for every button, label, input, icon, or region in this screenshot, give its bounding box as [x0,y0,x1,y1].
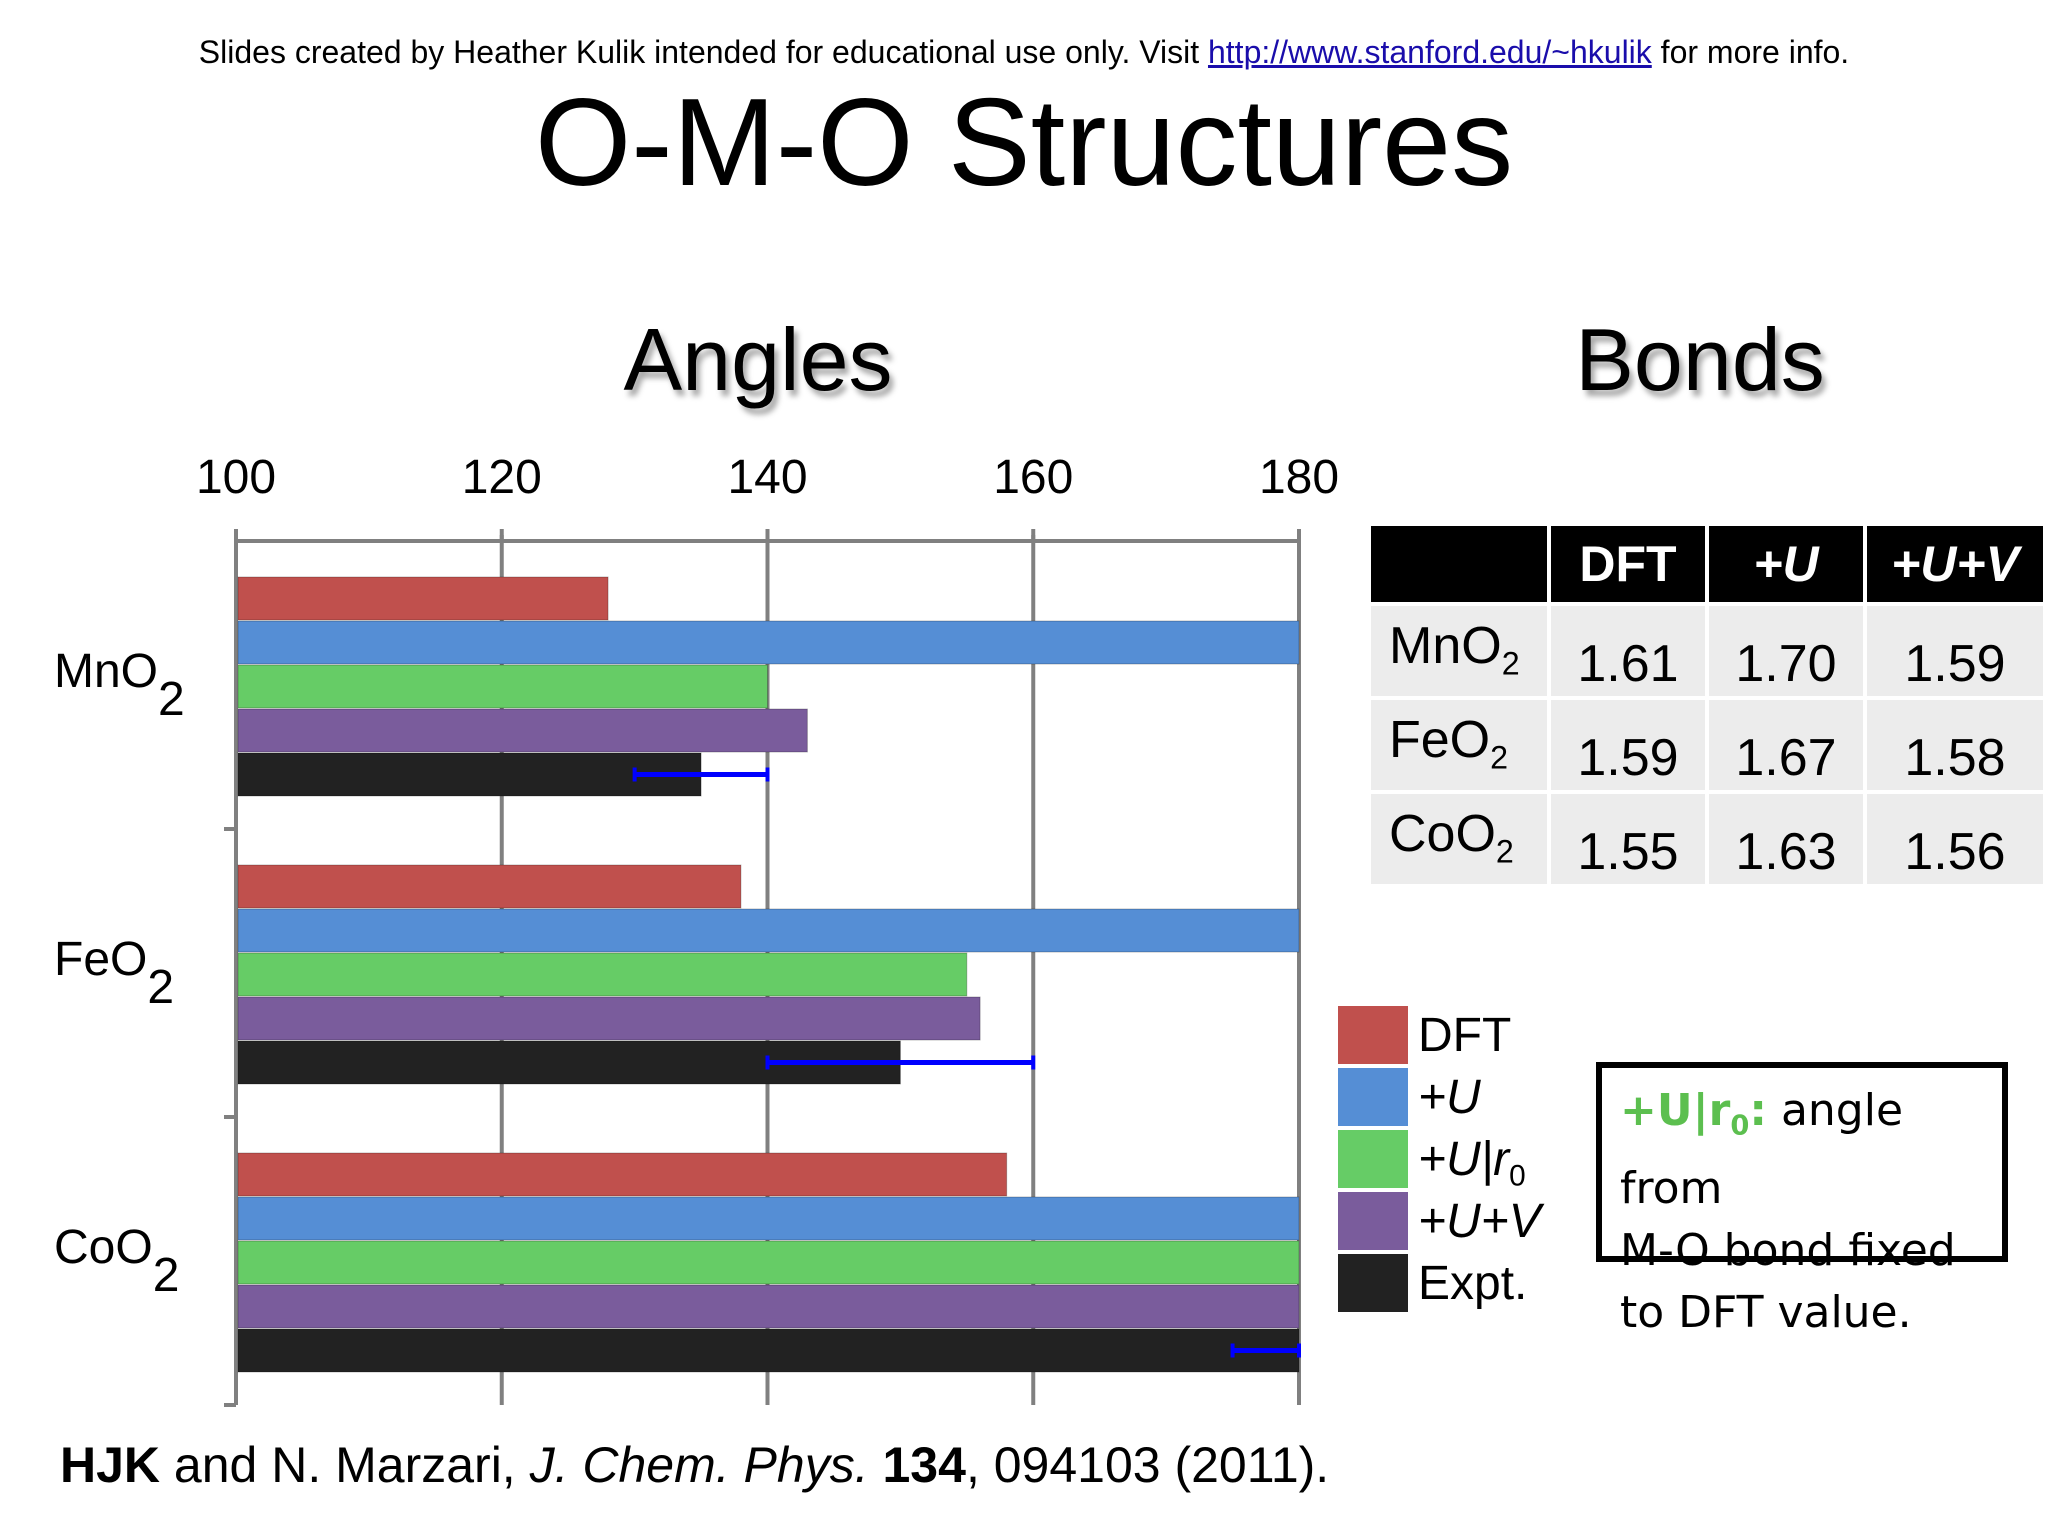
credit-suffix: for more info. [1660,34,1850,70]
bonds-cell: 1.67 [1709,700,1863,790]
legend-swatch-u [1338,1068,1408,1126]
legend-item-u: +U [1338,1068,1598,1128]
citation: HJK and N. Marzari, J. Chem. Phys. 134, … [60,1435,1329,1495]
bonds-table-header: DFT +U +U+V [1371,526,2043,602]
bonds-header-dft: DFT [1551,526,1705,602]
angles-title: Angles [623,310,893,409]
citation-authors-rest: and N. Marzari, [160,1437,530,1493]
citation-authors-bold: HJK [60,1437,161,1493]
x-tick-label: 120 [462,451,542,504]
bonds-cell: 1.59 [1867,606,2043,696]
bonds-table: DFT +U +U+V MnO2 1.61 1.70 1.59 FeO2 1.5… [1367,522,2047,888]
bar-DFT [237,576,609,621]
bar-+U|r0 [237,1240,1300,1285]
bonds-row-label: FeO2 [1371,700,1547,790]
bonds-cell: 1.63 [1709,794,1863,884]
x-tick-label: 160 [993,451,1073,504]
bonds-row-coo2: CoO2 1.55 1.63 1.56 [1371,794,2043,884]
bonds-cell: 1.59 [1551,700,1705,790]
x-tick-label: 140 [727,451,807,504]
x-tick-label: 180 [1259,451,1339,504]
u-r0-note-box: +U|r0: angle from M-O bond fixed to DFT … [1596,1062,2008,1338]
legend-label-u: +U [1418,1071,1481,1124]
legend-label-u-r0: +U|r0 [1418,1133,1526,1193]
legend-item-expt: Expt. [1338,1254,1598,1314]
credit-line: Slides created by Heather Kulik intended… [0,34,2048,71]
note-line-3: to DFT value. [1620,1286,1912,1338]
bonds-row-label: MnO2 [1371,606,1547,696]
legend-label-u-v: +U+V [1418,1195,1541,1248]
legend-item-u-v: +U+V [1338,1192,1598,1252]
legend-label-expt: Expt. [1418,1257,1528,1310]
citation-pages-year: , 094103 (2011). [965,1437,1330,1493]
bonds-row-label: CoO2 [1371,794,1547,884]
bonds-cell: 1.58 [1867,700,2043,790]
note-line-1: +U|r0: angle from [1620,1085,1904,1214]
bonds-cell: 1.70 [1709,606,1863,696]
bar-+U [237,1196,1300,1241]
bar-+U [237,620,1300,665]
bonds-row-feo2: FeO2 1.59 1.67 1.58 [1371,700,2043,790]
legend-swatch-expt [1338,1254,1408,1312]
bar-+U [237,908,1300,953]
slide-title: O-M-O Structures [534,74,1514,212]
category-label: MnO2 [54,645,185,726]
category-label: FeO2 [54,933,174,1014]
legend-item-u-r0: +U|r0 [1338,1130,1598,1192]
category-label: CoO2 [54,1221,179,1302]
x-tick-label: 100 [196,451,276,504]
bar-Expt. [237,1328,1300,1373]
credit-link[interactable]: http://www.stanford.edu/~hkulik [1207,34,1652,70]
bar-+U|r0 [237,664,768,709]
bonds-cell: 1.55 [1551,794,1705,884]
credit-prefix: Slides created by Heather Kulik intended… [198,34,1200,70]
bonds-header-u-v: +U+V [1867,526,2043,602]
bar-DFT [237,1152,1008,1197]
bonds-row-mno2: MnO2 1.61 1.70 1.59 [1371,606,2043,696]
legend-swatch-u-r0 [1338,1130,1408,1188]
bar-+U|r0 [237,952,968,997]
bonds-header-blank [1371,526,1547,602]
legend-item-dft: DFT [1338,1006,1598,1066]
bonds-cell: 1.56 [1867,794,2043,884]
bar-Expt. [237,752,702,797]
bonds-cell: 1.61 [1551,606,1705,696]
citation-volume: 134 [882,1437,966,1493]
bar-+U+V [237,996,981,1041]
bonds-header-u: +U [1709,526,1863,602]
bonds-title: Bonds [1575,310,1825,409]
note-term: +U|r0: [1620,1085,1767,1142]
legend-swatch-dft [1338,1006,1408,1064]
bar-DFT [237,864,742,909]
legend-label-dft: DFT [1418,1009,1512,1062]
bar-+U+V [237,708,808,753]
note-line-2: M-O bond fixed [1620,1224,1956,1276]
legend-swatch-u-v [1338,1192,1408,1250]
bar-+U+V [237,1284,1300,1329]
citation-journal: J. Chem. Phys. [529,1437,869,1493]
